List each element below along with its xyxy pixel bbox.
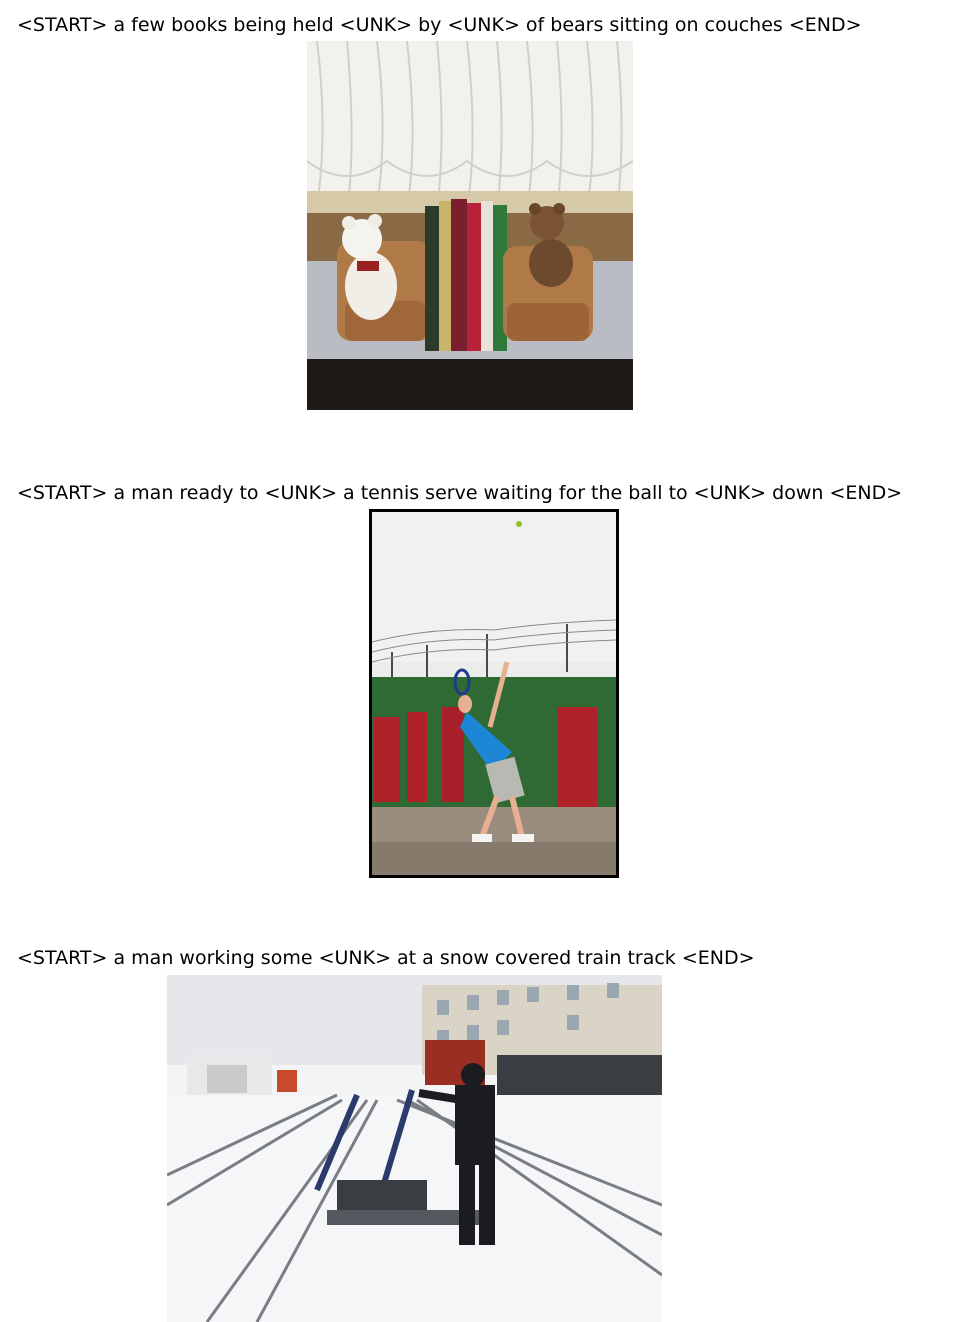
photo-1 <box>307 41 633 410</box>
photo-2 <box>369 509 619 878</box>
photo-3 <box>167 975 662 1322</box>
photo-tennis-serve <box>372 512 616 875</box>
caption-2: <START> a man ready to <UNK> a tennis se… <box>17 482 903 504</box>
photo-snowy-railway <box>167 975 662 1322</box>
caption-3: <START> a man working some <UNK> at a sn… <box>17 947 755 969</box>
caption-1: <START> a few books being held <UNK> by … <box>17 14 862 36</box>
photo-books-bears <box>307 41 633 410</box>
